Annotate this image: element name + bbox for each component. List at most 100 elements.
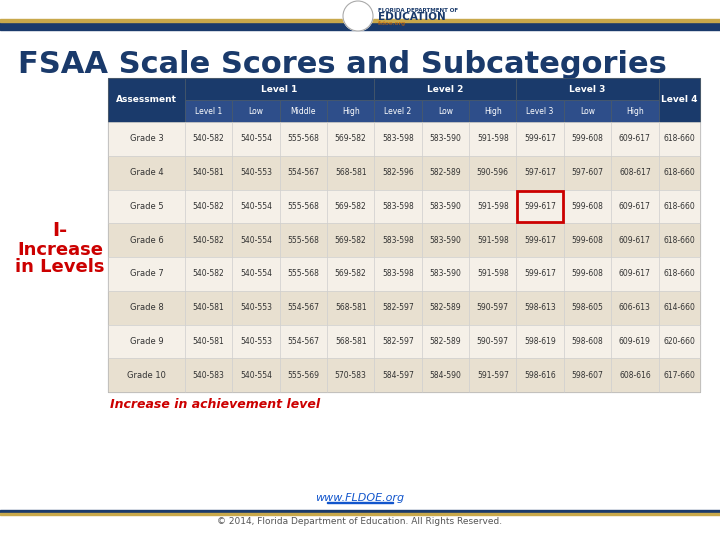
Text: 590-597: 590-597 — [477, 303, 509, 312]
Text: 554-567: 554-567 — [287, 303, 320, 312]
Bar — [422, 156, 469, 190]
Text: Level 3: Level 3 — [570, 84, 606, 93]
Bar — [659, 223, 700, 257]
Text: Level 1: Level 1 — [261, 84, 298, 93]
Text: 599-617: 599-617 — [524, 269, 556, 279]
Text: 555-568: 555-568 — [287, 269, 319, 279]
Text: 609-617: 609-617 — [619, 235, 651, 245]
Bar — [374, 156, 422, 190]
Text: 591-598: 591-598 — [477, 134, 508, 144]
Text: 540-554: 540-554 — [240, 269, 272, 279]
Text: 598-607: 598-607 — [572, 370, 603, 380]
Bar — [327, 156, 374, 190]
Text: Increase in achievement level: Increase in achievement level — [110, 397, 320, 410]
Bar — [233, 190, 279, 223]
Text: 598-616: 598-616 — [524, 370, 556, 380]
Bar — [185, 100, 233, 122]
Text: 618-660: 618-660 — [663, 235, 695, 245]
Text: 582-589: 582-589 — [430, 168, 462, 177]
Text: 599-617: 599-617 — [524, 202, 556, 211]
Bar — [279, 156, 327, 190]
Bar — [611, 257, 659, 291]
Text: Low: Low — [580, 106, 595, 116]
Bar — [564, 156, 611, 190]
Text: 599-608: 599-608 — [572, 202, 603, 211]
Text: EDUCATION: EDUCATION — [378, 12, 446, 22]
Bar — [233, 156, 279, 190]
Text: Grade 5: Grade 5 — [130, 202, 163, 211]
Text: 620-660: 620-660 — [663, 337, 696, 346]
Bar — [108, 291, 185, 325]
Bar — [279, 122, 327, 156]
Bar — [327, 223, 374, 257]
Text: 598-605: 598-605 — [572, 303, 603, 312]
Bar — [469, 190, 516, 223]
Text: 599-617: 599-617 — [524, 134, 556, 144]
Bar — [611, 325, 659, 358]
Text: 582-589: 582-589 — [430, 337, 462, 346]
Text: 540-554: 540-554 — [240, 202, 272, 211]
Bar — [659, 122, 700, 156]
Text: 569-582: 569-582 — [335, 202, 366, 211]
Bar — [374, 223, 422, 257]
Text: 583-590: 583-590 — [430, 235, 462, 245]
Bar — [516, 190, 564, 223]
Bar — [0, 510, 720, 512]
Bar — [564, 257, 611, 291]
Text: 599-617: 599-617 — [524, 235, 556, 245]
Text: 617-660: 617-660 — [663, 370, 696, 380]
Bar — [422, 325, 469, 358]
Text: 597-617: 597-617 — [524, 168, 556, 177]
Text: 568-581: 568-581 — [335, 168, 366, 177]
Bar — [469, 257, 516, 291]
Bar — [516, 100, 564, 122]
Bar — [233, 358, 279, 392]
Text: 608-617: 608-617 — [619, 168, 651, 177]
Text: 554-567: 554-567 — [287, 168, 320, 177]
Text: 582-597: 582-597 — [382, 303, 414, 312]
Text: 540-553: 540-553 — [240, 303, 272, 312]
Bar — [422, 223, 469, 257]
Bar — [469, 223, 516, 257]
Bar — [659, 257, 700, 291]
Text: 540-582: 540-582 — [193, 134, 225, 144]
Bar — [611, 122, 659, 156]
Text: 569-582: 569-582 — [335, 134, 366, 144]
Text: 540-554: 540-554 — [240, 370, 272, 380]
Bar — [108, 358, 185, 392]
Bar — [422, 257, 469, 291]
Bar — [185, 156, 233, 190]
Text: 599-608: 599-608 — [572, 134, 603, 144]
Text: Low: Low — [248, 106, 264, 116]
Text: 540-581: 540-581 — [193, 337, 225, 346]
Bar — [611, 358, 659, 392]
Text: Level 1: Level 1 — [195, 106, 222, 116]
Bar — [516, 325, 564, 358]
Text: 591-598: 591-598 — [477, 269, 508, 279]
Text: 618-660: 618-660 — [663, 134, 695, 144]
Text: © 2014, Florida Department of Education. All Rights Reserved.: © 2014, Florida Department of Education.… — [217, 517, 503, 526]
Bar — [279, 190, 327, 223]
Bar — [108, 156, 185, 190]
Bar — [516, 291, 564, 325]
Bar — [516, 358, 564, 392]
Bar — [327, 122, 374, 156]
Text: 618-660: 618-660 — [663, 168, 695, 177]
Text: 569-582: 569-582 — [335, 269, 366, 279]
Bar — [564, 291, 611, 325]
Bar — [233, 122, 279, 156]
Text: 591-597: 591-597 — [477, 370, 509, 380]
Text: 583-598: 583-598 — [382, 235, 414, 245]
Text: Level 3: Level 3 — [526, 106, 554, 116]
Bar — [327, 325, 374, 358]
Text: Grade 7: Grade 7 — [130, 269, 163, 279]
Bar — [611, 291, 659, 325]
Bar — [422, 122, 469, 156]
Bar — [108, 78, 185, 122]
Text: High: High — [626, 106, 644, 116]
Text: 555-568: 555-568 — [287, 235, 319, 245]
Text: 590-597: 590-597 — [477, 337, 509, 346]
Text: 598-619: 598-619 — [524, 337, 556, 346]
Bar — [327, 257, 374, 291]
Text: 555-568: 555-568 — [287, 202, 319, 211]
